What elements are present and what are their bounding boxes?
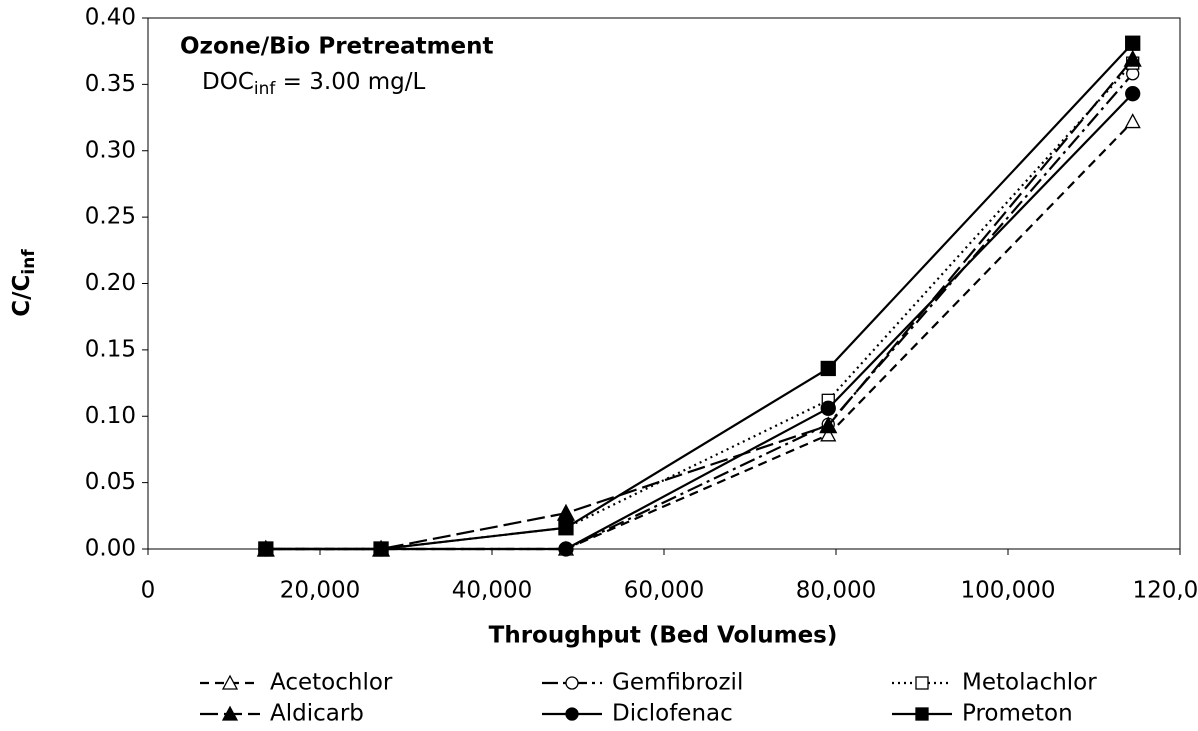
y-tick-label: 0.10: [85, 403, 136, 429]
x-tick-label: 100,000: [960, 578, 1055, 604]
y-tick-label: 0.30: [85, 137, 136, 163]
y-label-sub: inf: [19, 249, 39, 275]
legend-label: Aldicarb: [270, 701, 364, 727]
y-tick-label: 0.15: [85, 336, 136, 362]
y-tick-label: 0.00: [85, 536, 136, 562]
marker: [558, 520, 574, 536]
legend-label: Prometon: [962, 701, 1073, 727]
x-tick-label: 40,000: [452, 578, 532, 604]
x-axis-label: Throughput (Bed Volumes): [489, 623, 838, 649]
legend-marker: [221, 705, 239, 721]
legend-label: Acetochlor: [270, 670, 393, 696]
marker: [820, 426, 837, 442]
y-tick-label: 0.25: [85, 204, 136, 230]
x-tick-label: 20,000: [280, 578, 360, 604]
marker: [819, 416, 838, 434]
marker: [258, 541, 274, 557]
x-tick-label: 60,000: [624, 578, 704, 604]
x-tick-label: 120,000: [1132, 578, 1198, 604]
y-label-part: C/C: [9, 275, 35, 317]
annotation-line: DOCinf = 3.00 mg/L: [202, 69, 426, 100]
marker: [373, 541, 389, 557]
marker: [1125, 86, 1141, 102]
y-tick-label: 0.20: [85, 270, 136, 296]
annotation-sub: inf: [254, 79, 276, 99]
legend-label: Metolachlor: [962, 670, 1097, 696]
legend-marker: [565, 676, 579, 690]
annotation-part: DOC: [202, 69, 254, 95]
y-axis-label: C/Cinf: [9, 249, 40, 317]
x-tick-label: 0: [141, 578, 156, 604]
legend-marker: [221, 674, 239, 690]
marker: [820, 360, 836, 377]
series-line: [265, 62, 1134, 551]
legend-marker: [915, 676, 929, 690]
marker: [556, 503, 576, 521]
series-line: [265, 92, 1134, 551]
marker: [1123, 49, 1142, 67]
marker: [558, 541, 574, 557]
marker: [820, 400, 836, 416]
annotation-part: = 3.00 mg/L: [275, 69, 425, 95]
y-tick-label: 0.40: [85, 5, 136, 31]
legend-marker: [915, 707, 929, 721]
legend-label: Diclofenac: [612, 701, 733, 727]
x-tick-label: 80,000: [796, 578, 876, 604]
marker: [1125, 35, 1141, 51]
y-tick-label: 0.35: [85, 71, 136, 97]
series-line: [265, 42, 1134, 551]
annotation-title: Ozone/Bio Pretreatment: [180, 34, 494, 60]
marker: [1124, 113, 1141, 129]
legend-label: Gemfibrozil: [612, 670, 743, 696]
series-line: [265, 58, 1134, 551]
y-tick-label: 0.05: [85, 469, 136, 495]
legend-marker: [565, 707, 579, 721]
